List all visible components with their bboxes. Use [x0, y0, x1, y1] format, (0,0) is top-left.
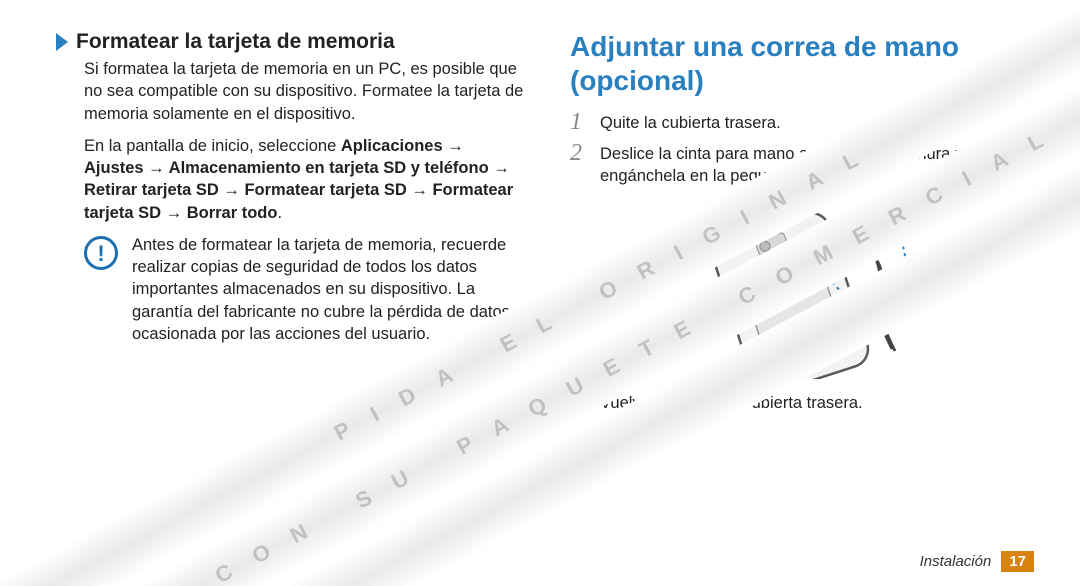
subsection-heading: Formatear la tarjeta de memoria: [76, 30, 395, 54]
step-number: 2: [570, 140, 590, 188]
para2-lead: En la pantalla de inicio, seleccione: [84, 137, 341, 155]
phone-back-illustration-icon: SAMSUNG: [677, 199, 927, 379]
left-column: Formatear la tarjeta de memoria Si forma…: [56, 30, 526, 566]
page-footer: Instalación 17: [920, 551, 1034, 572]
footer-section: Instalación: [920, 553, 992, 570]
main-heading: Adjuntar una correa de mano (opcional): [570, 30, 1034, 97]
right-column: Adjuntar una correa de mano (opcional) 1…: [570, 30, 1034, 566]
step-number: 1: [570, 109, 590, 135]
phone-diagram: SAMSUNG: [570, 199, 1034, 379]
manual-page: Formatear la tarjeta de memoria Si forma…: [0, 0, 1080, 586]
footer-page-number: 17: [1001, 551, 1034, 572]
chevron-right-icon: [56, 33, 68, 51]
step-3: 3 Vuelva a colocar la cubierta trasera.: [570, 389, 1034, 415]
para2-tail: .: [277, 204, 282, 222]
note-block: ! Antes de formatear la tarjeta de memor…: [84, 234, 526, 345]
step-2: 2 Deslice la cinta para mano a través de…: [570, 140, 1034, 188]
step-number: 3: [570, 389, 590, 415]
paragraph-1: Si formatea la tarjeta de memoria en un …: [84, 58, 526, 125]
subsection-heading-row: Formatear la tarjeta de memoria: [56, 30, 526, 54]
note-text-wrap: Antes de formatear la tarjeta de memoria…: [132, 234, 526, 345]
step-1: 1 Quite la cubierta trasera.: [570, 109, 1034, 135]
paragraph-2: En la pantalla de inicio, seleccione Apl…: [84, 135, 526, 224]
warning-icon: !: [84, 236, 118, 270]
note-text: Antes de formatear la tarjeta de memoria…: [132, 234, 526, 345]
step-text: Quite la cubierta trasera.: [600, 109, 781, 135]
step-text: Deslice la cinta para mano a través de l…: [600, 140, 1034, 188]
step-text: Vuelva a colocar la cubierta trasera.: [600, 389, 863, 415]
